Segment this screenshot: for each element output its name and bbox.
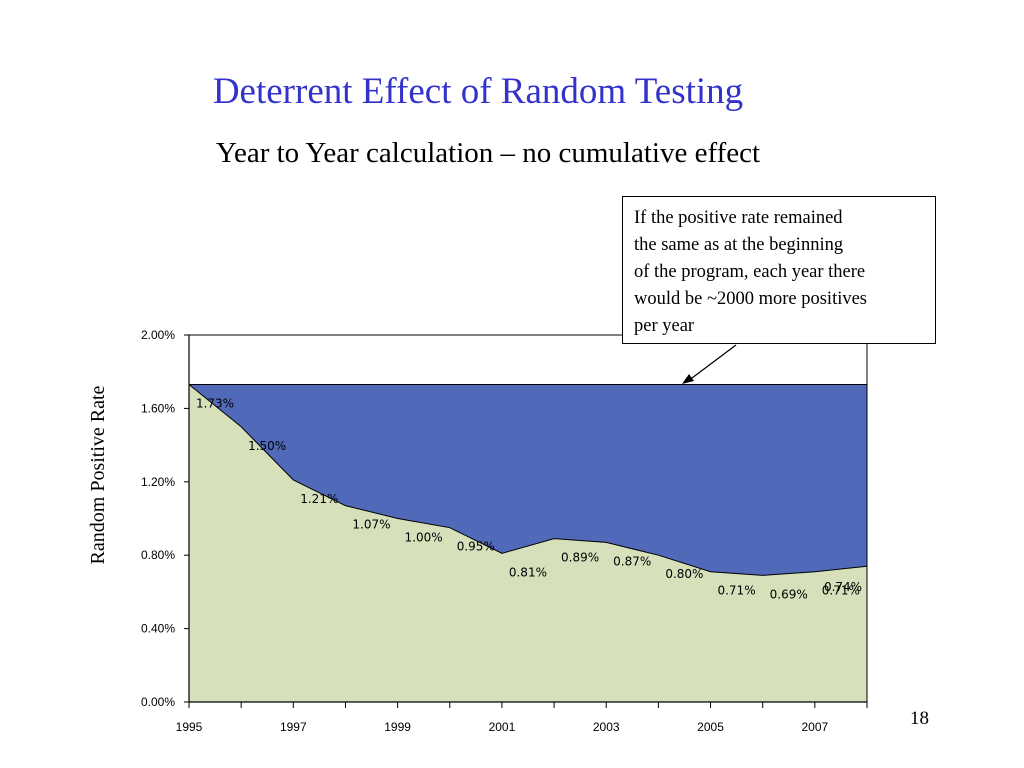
x-tick-label: 2001 bbox=[489, 720, 516, 734]
callout-arrowhead bbox=[682, 374, 694, 384]
callout-line: the same as at the beginning bbox=[634, 235, 844, 255]
data-label: 0.80% bbox=[665, 567, 703, 581]
callout-line: would be ~2000 more positives bbox=[634, 289, 868, 309]
x-tick-label: 1997 bbox=[280, 720, 307, 734]
data-label: 0.69% bbox=[770, 587, 808, 601]
series-area-positive-rate bbox=[189, 384, 867, 702]
data-label: 0.89% bbox=[561, 551, 599, 565]
y-tick-label: 2.00% bbox=[141, 328, 175, 342]
y-tick-label: 0.80% bbox=[141, 548, 175, 562]
x-tick-label: 1999 bbox=[384, 720, 411, 734]
y-tick-label: 0.40% bbox=[141, 622, 175, 636]
x-tick-label: 2005 bbox=[697, 720, 724, 734]
y-tick-label: 1.60% bbox=[141, 401, 175, 415]
y-tick-label: 0.00% bbox=[141, 695, 175, 709]
data-label: 0.81% bbox=[509, 565, 547, 579]
data-label: 0.87% bbox=[613, 554, 651, 568]
data-label: 0.71% bbox=[717, 584, 755, 598]
data-label: 1.07% bbox=[352, 518, 390, 532]
callout-box: If the positive rate remained the same a… bbox=[622, 196, 936, 344]
data-label: 0.71% bbox=[822, 584, 860, 598]
series-line-positive-rate bbox=[188, 384, 868, 576]
page-number: 18 bbox=[910, 708, 929, 729]
x-tick-label: 1995 bbox=[176, 720, 203, 734]
data-label: 1.50% bbox=[248, 439, 286, 453]
callout-line: per year bbox=[634, 316, 695, 336]
slide-subtitle: Year to Year calculation – no cumulative… bbox=[215, 137, 761, 169]
data-label: 1.73% bbox=[196, 397, 234, 411]
data-label: 0.95% bbox=[457, 540, 495, 554]
x-tick-label: 2007 bbox=[801, 720, 828, 734]
y-axis-title: Random Positive Rate bbox=[87, 385, 109, 564]
callout-line: If the positive rate remained bbox=[634, 208, 843, 228]
callout-arrow bbox=[687, 344, 737, 382]
x-tick-label: 2003 bbox=[593, 720, 620, 734]
data-label: 1.21% bbox=[300, 492, 338, 506]
callout-line: of the program, each year there bbox=[634, 262, 866, 282]
data-label: 0.74% bbox=[824, 580, 862, 594]
y-tick-label: 1.20% bbox=[141, 475, 175, 489]
data-label: 1.00% bbox=[405, 531, 443, 545]
slide-title: Deterrent Effect of Random Testing bbox=[212, 71, 744, 112]
